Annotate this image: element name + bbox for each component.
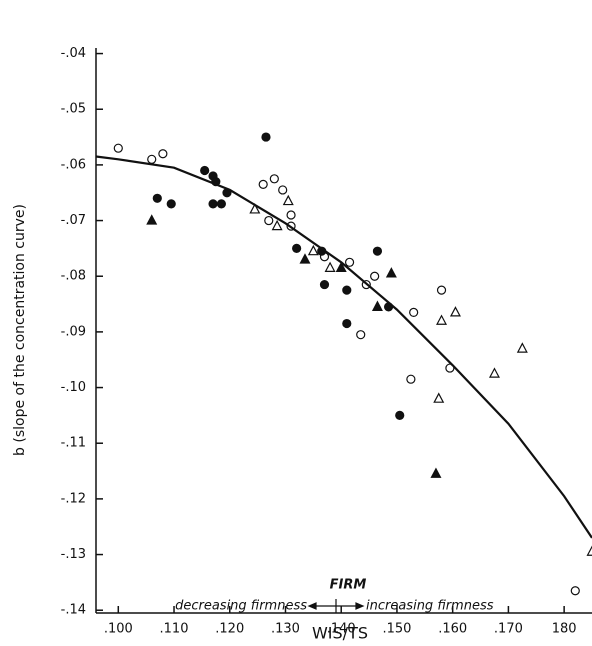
point xyxy=(488,367,500,378)
point xyxy=(258,179,268,189)
point xyxy=(516,342,528,353)
point xyxy=(282,194,294,206)
point xyxy=(113,143,123,153)
x-tick-label: 180 xyxy=(552,622,577,637)
fit-curve xyxy=(95,155,592,539)
x-tick-label: .100 xyxy=(104,622,133,637)
point xyxy=(570,586,580,596)
y-tick-label: -.13 xyxy=(61,547,86,562)
point xyxy=(269,174,279,184)
point xyxy=(146,214,158,225)
point xyxy=(166,199,176,209)
y-tick-label: -.07 xyxy=(61,213,86,228)
y-tick-label: -.09 xyxy=(61,324,86,339)
point xyxy=(286,210,296,220)
point xyxy=(292,243,302,253)
point xyxy=(208,199,218,209)
x-tick-label: .110 xyxy=(160,622,189,637)
point xyxy=(335,261,347,272)
y-tick-label: -.08 xyxy=(61,269,86,284)
point xyxy=(409,307,419,318)
point xyxy=(395,410,405,420)
y-tick-label: -.06 xyxy=(61,157,86,172)
x-tick-label: .170 xyxy=(494,622,523,637)
point xyxy=(433,392,445,403)
firm-arrows xyxy=(307,599,365,613)
point xyxy=(344,257,355,267)
y-tick-label: -.05 xyxy=(61,102,86,117)
point xyxy=(216,199,226,209)
x-tick-label: .140 xyxy=(327,622,356,637)
point xyxy=(430,467,442,478)
annotation: FIRM xyxy=(330,578,367,593)
point xyxy=(372,246,383,256)
y-axis-label: b (slope of the concentration curve) xyxy=(12,204,28,456)
point xyxy=(264,215,274,226)
point xyxy=(147,154,157,164)
point xyxy=(200,165,210,176)
point xyxy=(299,253,311,264)
x-axis-label: WIS/TS xyxy=(312,624,368,643)
x-tick-label: .160 xyxy=(438,622,467,637)
point xyxy=(436,314,448,325)
point xyxy=(436,285,447,295)
point xyxy=(249,203,261,214)
point xyxy=(261,132,271,142)
annotation: increasing firmness xyxy=(366,599,494,614)
y-tick-label: -.11 xyxy=(61,436,86,451)
point xyxy=(342,318,352,329)
x-tick-label: .130 xyxy=(271,622,300,637)
point xyxy=(158,149,168,159)
y-tick-label: -.12 xyxy=(61,491,86,506)
point xyxy=(319,279,330,290)
point xyxy=(307,244,319,256)
x-tick-label: .150 xyxy=(382,622,411,637)
point xyxy=(385,267,397,278)
point xyxy=(586,545,592,556)
point xyxy=(356,330,366,340)
y-tick-label: -.10 xyxy=(61,380,86,395)
annotation: decreasing firmness xyxy=(175,599,307,614)
point xyxy=(271,219,283,231)
point xyxy=(324,261,336,272)
x-tick-label: .120 xyxy=(215,622,244,637)
point xyxy=(370,271,380,281)
y-tick-label: -.14 xyxy=(61,603,86,618)
point xyxy=(449,306,461,317)
y-tick-label: -.04 xyxy=(61,46,86,61)
point xyxy=(406,374,416,384)
point xyxy=(278,185,288,195)
point xyxy=(342,285,352,295)
point xyxy=(152,193,162,203)
point xyxy=(371,300,383,311)
